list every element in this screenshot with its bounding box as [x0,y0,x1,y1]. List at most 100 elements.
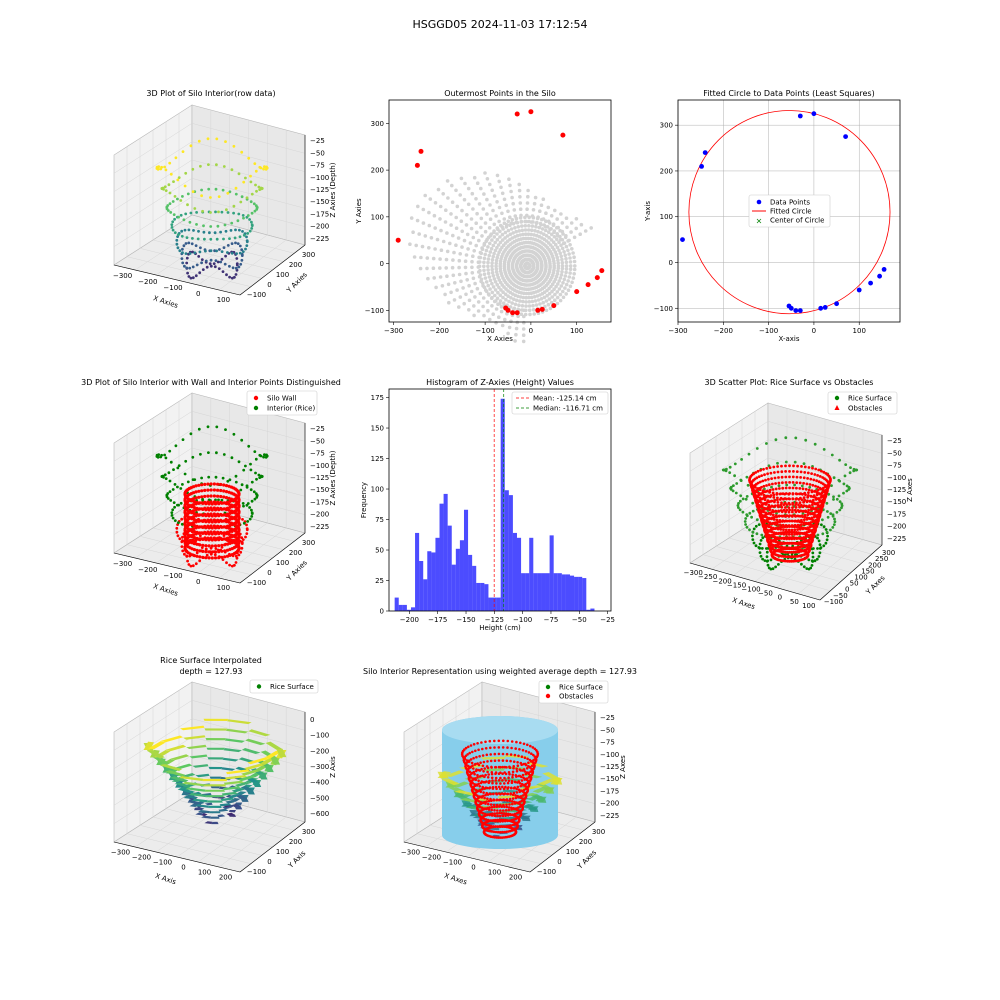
obstacle-point [497,792,501,795]
data-point [175,530,179,534]
data-point [245,235,248,239]
obstacle-point [529,770,532,773]
obstacle-point [762,496,766,500]
data-point [200,194,204,198]
x-tick-label: −200 [138,278,157,286]
wall-point [197,525,201,529]
grey-point [494,321,498,325]
obstacle-point [484,807,487,810]
data-point [185,236,189,240]
data-point [234,266,238,270]
grey-point [431,256,436,261]
obstacle-point [501,746,505,749]
data-point [234,561,238,564]
wall-point [222,537,226,541]
data-point [237,172,241,176]
z-axis-label: Z Axies (Depth) [329,162,337,217]
data-point [241,250,245,254]
grey-point [515,220,520,225]
grey-point [547,221,552,225]
grey-point [554,284,558,289]
obstacle-point [769,471,773,475]
grey-point [454,188,458,193]
obstacle-point [468,751,472,755]
surface-patch [443,770,465,777]
obstacle-point [505,766,508,769]
grey-point [511,231,515,235]
data-point [226,479,230,483]
grey-point [516,225,521,229]
surface-patch [248,729,271,737]
obstacle-point [802,496,806,500]
data-point [844,463,848,466]
data-point [195,223,198,226]
grey-point [492,299,497,304]
y-tick-label: 0 [267,569,271,577]
surface-patch [194,807,205,811]
obstacle-point [778,487,781,490]
x-tick-label: 0 [778,594,782,602]
grey-point [497,179,502,184]
outer-point [528,109,534,115]
data-point [176,485,179,489]
obstacle-point [767,494,770,498]
data-point [754,544,758,548]
z-tick-label: −225 [310,235,329,243]
grey-point [559,284,564,288]
data-point [239,200,243,204]
grey-point [446,196,450,200]
data-point [744,497,748,501]
surface-patch [195,812,204,816]
obstacle-point [810,489,814,493]
y-axis-label: Y-axis [644,201,652,222]
grey-point [421,221,426,225]
data-point [219,230,223,234]
surface-patch [228,794,241,799]
obstacle-point [791,506,794,509]
grey-point [526,228,531,232]
surface-patch [185,787,206,792]
data-point [191,190,195,194]
wall-point [198,543,202,547]
surface-patch [223,748,242,753]
data-point [813,559,817,563]
grey-point [522,320,526,325]
obstacle-point [494,765,497,769]
grey-point [426,276,430,281]
obstacle-point [799,476,802,479]
obstacle-point [792,536,796,540]
obstacle-point [788,525,792,528]
obstacle-point [524,763,528,767]
obstacle-point [784,528,788,532]
grey-point [549,232,554,237]
obstacle-point [803,465,807,469]
wall-point [216,536,220,540]
obstacle-point [801,540,805,544]
obstacle-point [520,755,524,758]
data-point [174,444,178,448]
data-point [842,482,846,486]
grey-point [464,223,469,227]
obstacle-point [784,506,787,509]
obstacle-point [485,780,488,783]
grey-point [451,233,455,238]
grey-point [536,229,540,234]
grey-point [498,229,502,234]
data-point [180,229,184,233]
obstacle-point [509,793,512,796]
x-tick-label: 0 [196,290,200,298]
data-point [179,501,183,505]
histogram-bar [472,565,477,611]
wall-point [228,547,232,552]
obstacle-point [510,746,513,750]
x-axis-label: X Axies [152,294,179,310]
grey-point [509,296,513,300]
surface-patch [220,797,235,801]
obstacle-point [766,472,769,476]
surface-patch [191,798,208,803]
data-point [217,210,220,214]
z-tick-label: −100 [310,174,329,182]
grey-point [544,219,548,223]
grey-point [445,179,450,183]
grey-point [556,258,560,263]
